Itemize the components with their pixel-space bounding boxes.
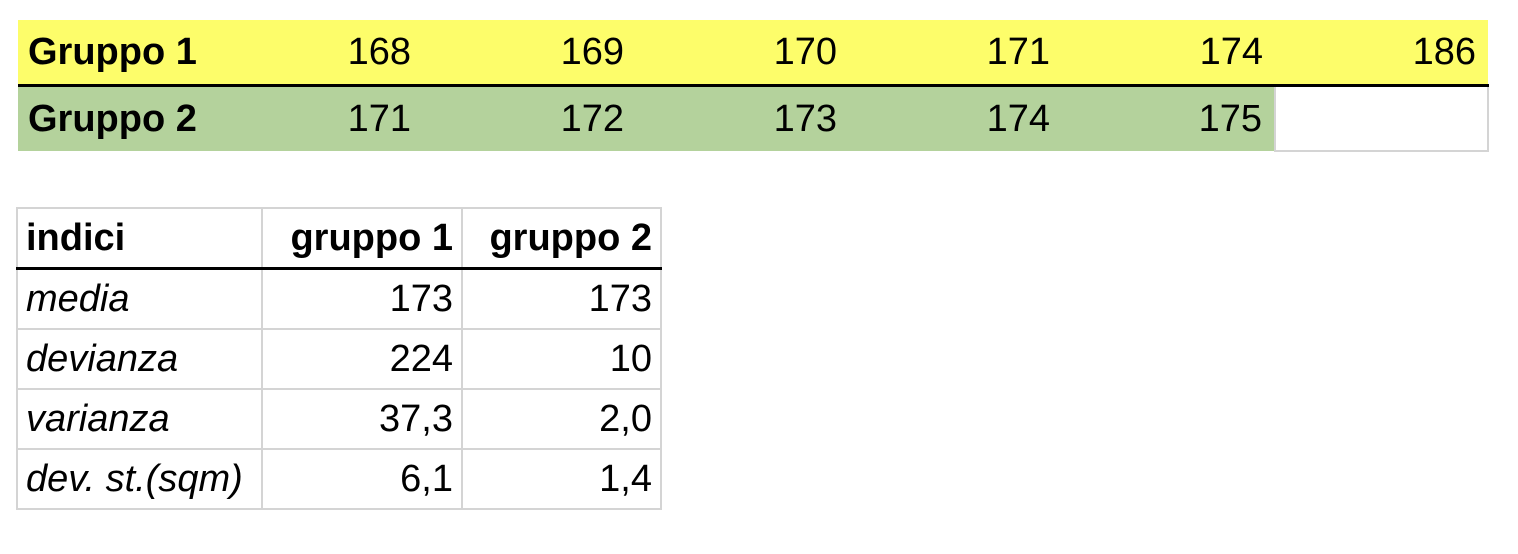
stat-label[interactable]: varianza (16, 388, 263, 450)
group-value-cell[interactable]: 174 (1062, 20, 1275, 86)
stat-value-gruppo-1[interactable]: 173 (261, 267, 463, 330)
group-label[interactable]: Gruppo 2 (18, 85, 210, 151)
empty-cell[interactable] (1274, 84, 1489, 152)
stat-label[interactable]: dev. st.(sqm) (16, 448, 263, 510)
stats-row-varianza: varianza 37,3 2,0 (16, 388, 662, 450)
header-gruppo-1[interactable]: gruppo 1 (261, 207, 463, 270)
group-value-cell[interactable]: 170 (636, 20, 849, 86)
groups-table: Gruppo 1 168 169 170 171 174 186 Gruppo … (18, 20, 1489, 152)
stat-value-gruppo-1[interactable]: 224 (261, 328, 463, 390)
group-value-cell[interactable]: 173 (636, 85, 849, 151)
group-value-cell[interactable]: 169 (423, 20, 636, 86)
stat-value-gruppo-2[interactable]: 10 (461, 328, 662, 390)
stat-label[interactable]: devianza (16, 328, 263, 390)
group-row-1: Gruppo 1 168 169 170 171 174 186 (18, 20, 1488, 86)
stat-value-gruppo-2[interactable]: 1,4 (461, 448, 662, 510)
stats-row-dev-st: dev. st.(sqm) 6,1 1,4 (16, 448, 662, 510)
group-label[interactable]: Gruppo 1 (18, 20, 210, 86)
stat-value-gruppo-2[interactable]: 173 (461, 267, 662, 330)
stat-value-gruppo-1[interactable]: 37,3 (261, 388, 463, 450)
group-value-cell[interactable]: 186 (1275, 20, 1488, 86)
stats-row-devianza: devianza 224 10 (16, 328, 662, 390)
header-gruppo-2[interactable]: gruppo 2 (461, 207, 662, 270)
stats-header-row: indici gruppo 1 gruppo 2 (16, 207, 662, 270)
group-value-cell[interactable]: 168 (210, 20, 423, 86)
stats-table: indici gruppo 1 gruppo 2 media 173 173 d… (16, 207, 662, 510)
group-value-cell[interactable]: 171 (849, 20, 1062, 86)
stats-row-media: media 173 173 (16, 267, 662, 330)
group-value-cell[interactable]: 175 (1062, 85, 1275, 151)
stat-value-gruppo-1[interactable]: 6,1 (261, 448, 463, 510)
group-value-cell[interactable]: 174 (849, 85, 1062, 151)
group-value-cell[interactable]: 172 (423, 85, 636, 151)
header-indici[interactable]: indici (16, 207, 263, 270)
group-row-2: Gruppo 2 171 172 173 174 175 (18, 84, 1489, 152)
group-value-cell[interactable]: 171 (210, 85, 423, 151)
stat-value-gruppo-2[interactable]: 2,0 (461, 388, 662, 450)
stat-label[interactable]: media (16, 267, 263, 330)
